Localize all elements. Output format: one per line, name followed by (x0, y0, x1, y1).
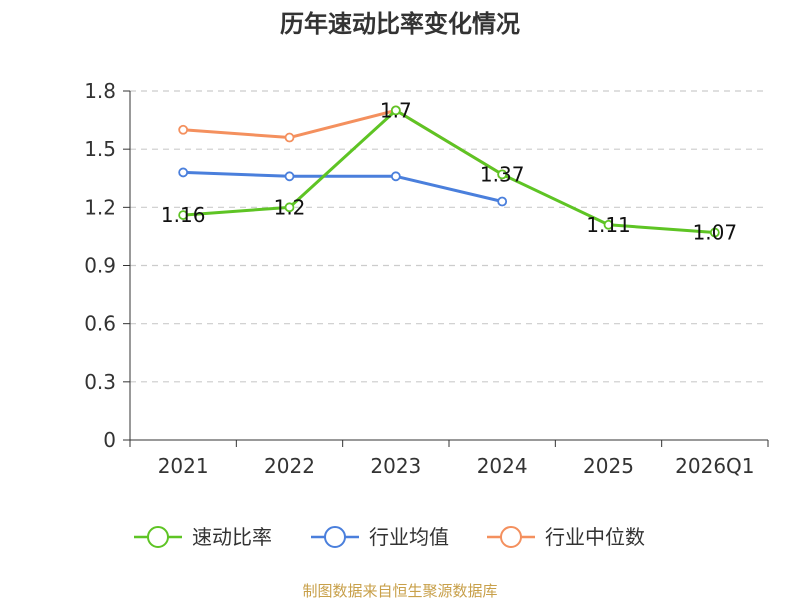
source-note: 制图数据来自恒生聚源数据库 (302, 582, 497, 600)
series-point-3 (178, 124, 189, 135)
series-line-3 (183, 108, 503, 176)
series-point-2 (497, 196, 508, 207)
series-point-1 (284, 202, 295, 213)
data-label: 1.37 (480, 162, 525, 186)
y-tick-label: 1.8 (84, 79, 116, 103)
legend: 速动比率 行业均值 行业中位数 (134, 525, 645, 549)
data-labels: 1.16 1.2 1.7 1.37 1.11 1.07 (161, 98, 737, 244)
data-label: 1.7 (380, 98, 412, 122)
legend-marker (147, 526, 169, 548)
series-point-2 (390, 171, 401, 182)
series-line-1 (183, 108, 715, 235)
series-point-2 (284, 171, 295, 182)
series-point-1 (390, 105, 401, 116)
series-point-1 (178, 210, 189, 220)
x-tick-label: 2022 (264, 454, 315, 478)
y-tick-label: 0.6 (84, 312, 116, 336)
legend-marker (324, 526, 346, 548)
y-tick-label: 0 (103, 428, 116, 452)
legend-label: 行业中位数 (545, 525, 645, 549)
series-point-2 (178, 167, 189, 178)
data-label: 1.16 (161, 203, 206, 227)
axes: 0 0.3 0.6 0.9 1.2 1.5 1.8 2021 2022 2023 2024 2025 2… (84, 79, 769, 478)
series-line-2 (183, 170, 503, 203)
legend-label: 行业均值 (369, 525, 449, 549)
series-layer (178, 105, 720, 238)
data-label: 1.07 (693, 221, 738, 245)
y-tick-label: 1.2 (84, 195, 116, 219)
x-tick-label: 2026Q1 (675, 454, 754, 478)
chart-title: 历年速动比率变化情况 (280, 10, 520, 38)
grid (130, 90, 768, 383)
data-label: 1.11 (586, 213, 631, 237)
y-tick-label: 1.5 (84, 137, 116, 161)
y-tick-label: 0.9 (84, 254, 116, 278)
x-tick-label: 2025 (583, 454, 634, 478)
x-tick-label: 2024 (477, 454, 528, 478)
series-point-1 (603, 219, 614, 230)
x-tick-label: 2023 (370, 454, 421, 478)
legend-marker (500, 526, 522, 548)
y-tick-label: 0.3 (84, 370, 116, 394)
series-point-1 (709, 227, 720, 238)
series-point-3 (284, 132, 295, 143)
data-label: 1.2 (274, 195, 306, 219)
series-point-1 (497, 169, 508, 180)
legend-label: 速动比率 (192, 525, 272, 549)
x-tick-label: 2021 (158, 454, 209, 478)
